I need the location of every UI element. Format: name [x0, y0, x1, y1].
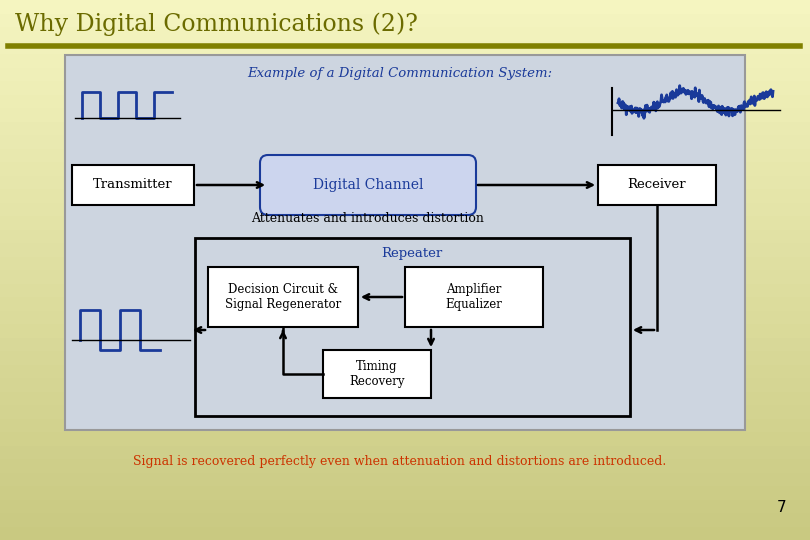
Text: Repeater: Repeater	[382, 246, 442, 260]
Bar	[0, 0, 810, 14]
Bar	[0, 297, 810, 310]
Text: Decision Circuit &
Signal Regenerator: Decision Circuit & Signal Regenerator	[225, 283, 341, 311]
Bar	[0, 81, 810, 94]
Bar	[0, 176, 810, 189]
Text: 7: 7	[777, 501, 787, 516]
Bar	[0, 310, 810, 324]
Text: Why Digital Communications (2)?: Why Digital Communications (2)?	[15, 12, 418, 36]
Text: Transmitter: Transmitter	[93, 179, 173, 192]
Text: Signal is recovered perfectly even when attenuation and distortions are introduc: Signal is recovered perfectly even when …	[134, 456, 667, 469]
Text: Digital Channel: Digital Channel	[313, 178, 424, 192]
Text: Example of a Digital Communication System:: Example of a Digital Communication Syste…	[247, 66, 552, 79]
Text: Receiver: Receiver	[628, 179, 686, 192]
Bar	[0, 162, 810, 176]
Bar	[0, 378, 810, 392]
Bar	[0, 351, 810, 364]
Bar	[0, 108, 810, 122]
Bar	[195, 238, 630, 416]
Bar	[0, 270, 810, 284]
Bar	[0, 202, 810, 216]
Text: Timing
Recovery: Timing Recovery	[349, 360, 405, 388]
Bar	[0, 486, 810, 500]
Bar	[0, 459, 810, 472]
Bar	[0, 122, 810, 135]
Bar	[0, 526, 810, 540]
Bar	[0, 432, 810, 445]
Bar	[0, 324, 810, 338]
Text: Amplifier
Equalizer: Amplifier Equalizer	[446, 283, 502, 311]
Bar	[0, 230, 810, 243]
Bar	[0, 68, 810, 81]
Bar	[0, 94, 810, 108]
Bar	[0, 446, 810, 459]
Bar	[0, 135, 810, 148]
Text: Attenuates and introduces distortion: Attenuates and introduces distortion	[252, 212, 484, 225]
Bar	[0, 405, 810, 418]
Bar	[0, 418, 810, 432]
Bar	[0, 284, 810, 297]
Bar	[0, 338, 810, 351]
Bar	[0, 54, 810, 68]
Bar	[0, 14, 810, 27]
Bar	[0, 189, 810, 202]
Bar	[323, 350, 431, 398]
Bar	[0, 513, 810, 526]
Bar	[0, 243, 810, 256]
Bar	[0, 40, 810, 54]
Bar	[0, 216, 810, 229]
Bar	[0, 472, 810, 486]
Bar	[0, 27, 810, 40]
Bar	[0, 392, 810, 405]
FancyBboxPatch shape	[260, 155, 476, 215]
Bar	[0, 500, 810, 513]
Bar	[0, 256, 810, 270]
Bar	[65, 55, 745, 430]
Bar	[0, 364, 810, 378]
Bar	[405, 267, 543, 327]
Bar	[208, 267, 358, 327]
Bar	[72, 165, 194, 205]
Bar	[0, 148, 810, 162]
Bar	[598, 165, 716, 205]
